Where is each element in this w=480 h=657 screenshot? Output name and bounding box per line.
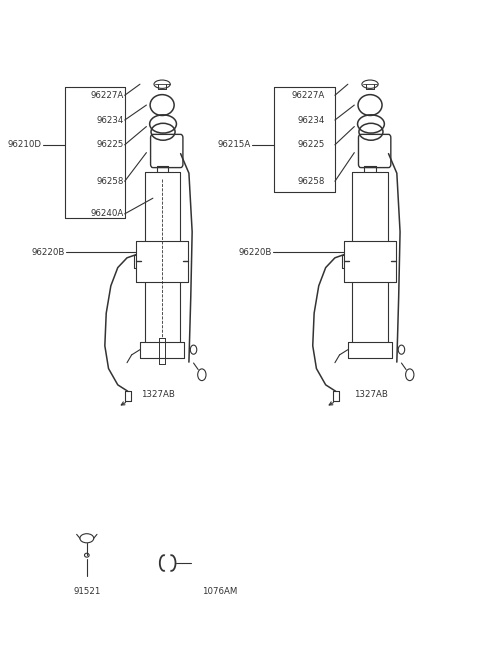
Text: 96258: 96258: [298, 177, 325, 186]
Text: 96220B: 96220B: [238, 248, 272, 257]
Text: 96240A: 96240A: [91, 210, 124, 218]
Text: 96258: 96258: [96, 177, 124, 186]
Text: 96210D: 96210D: [8, 141, 42, 149]
Text: 1076AM: 1076AM: [203, 587, 238, 595]
Text: 96220B: 96220B: [32, 248, 65, 257]
Text: 96225: 96225: [96, 141, 124, 149]
Text: 96234: 96234: [96, 116, 124, 125]
Text: 96225: 96225: [298, 141, 325, 149]
Text: 96227A: 96227A: [291, 91, 325, 100]
Text: 1327AB: 1327AB: [142, 390, 175, 399]
Text: 1327AB: 1327AB: [354, 390, 388, 399]
Text: 96215A: 96215A: [217, 141, 251, 149]
Text: 96227A: 96227A: [91, 91, 124, 100]
Text: 96234: 96234: [298, 116, 325, 125]
Text: 91521: 91521: [73, 587, 100, 595]
